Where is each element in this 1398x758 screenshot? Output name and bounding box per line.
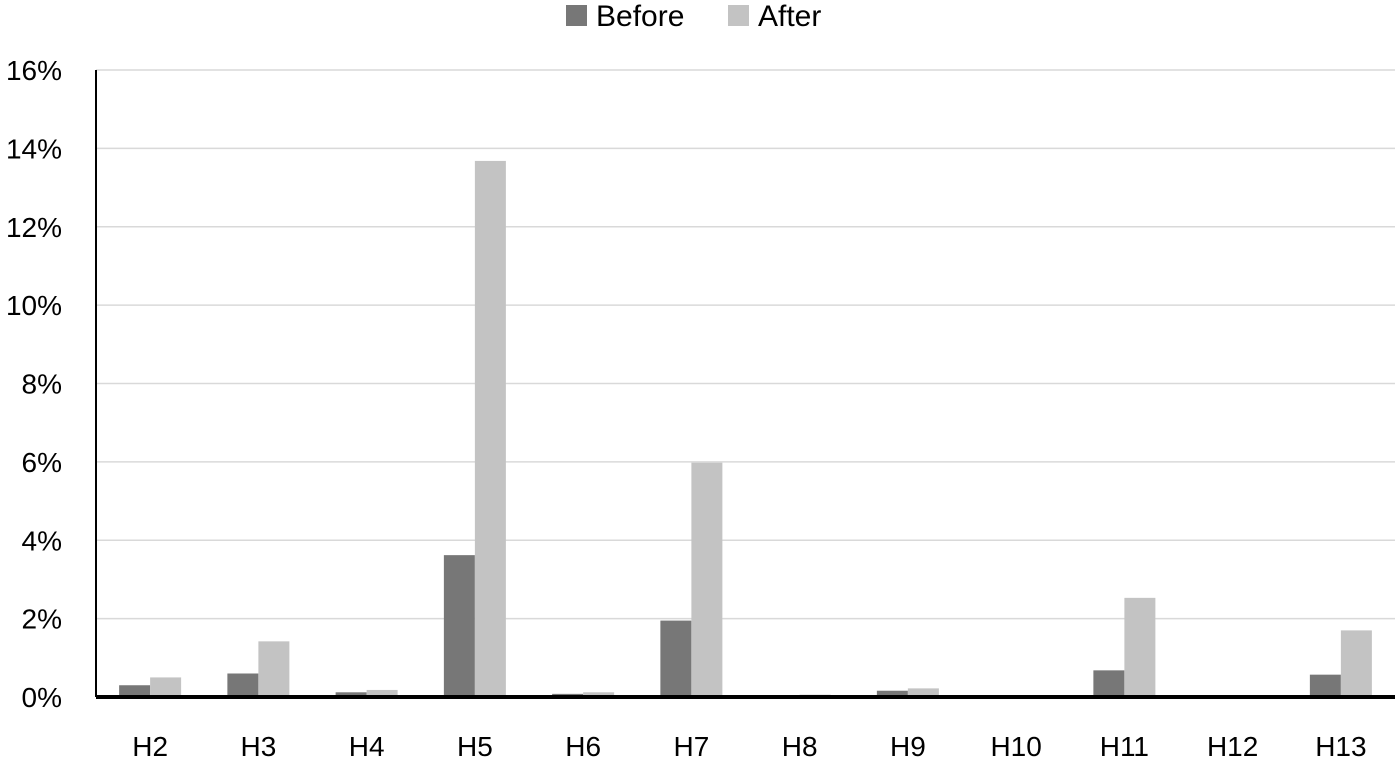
bar-before-h9 [876,690,908,697]
bars [119,160,1372,698]
y-axis: 0% 2% 4% 6% 8% 10% 12% 14% 16% [6,55,97,713]
y-tick-label: 8% [22,369,62,400]
bar-before-h2 [119,685,151,697]
x-axis: H2 H3 H4 H5 H6 H7 H8 H9 H10 H11 H12 H13 [96,695,1395,758]
y-tick-label: 4% [22,525,62,556]
bar-after-h2 [150,677,182,697]
bar-after-h5 [474,160,506,698]
bar-before-h13 [1309,674,1341,697]
x-tick-label: H8 [782,731,818,758]
y-tick-label: 12% [6,212,62,243]
y-tick-label: 16% [6,55,62,86]
legend-label: After [758,0,821,33]
y-tick-label: 6% [22,447,62,478]
x-tick-label: H10 [990,731,1041,758]
bar-after-h4 [366,689,398,697]
legend-label: Before [596,0,684,33]
y-tick-label: 0% [22,682,62,713]
y-tick-label: 2% [22,604,62,635]
y-tick-label: 10% [6,290,62,321]
x-tick-label: H12 [1207,731,1258,758]
legend-item-before: Before [566,0,684,33]
x-tick-label: H3 [240,731,276,758]
x-tick-label: H5 [457,731,493,758]
legend: Before After [566,0,821,33]
bar-after-h13 [1340,630,1372,697]
bar-before-h4 [335,692,367,697]
x-tick-label: H6 [565,731,601,758]
bar-before-h11 [1093,670,1125,697]
bar-after-h11 [1124,597,1156,697]
bar-before-h5 [443,555,475,697]
x-tick-label: H13 [1315,731,1366,758]
bar-before-h7 [660,620,692,697]
bar-after-h3 [258,641,290,697]
gridlines [96,69,1395,620]
legend-swatch [566,5,587,26]
bar-before-h3 [227,673,259,697]
x-tick-label: H4 [349,731,385,758]
x-tick-label: H9 [890,731,926,758]
legend-swatch [728,5,749,26]
x-tick-label: H11 [1100,731,1149,758]
y-tick-label: 14% [6,133,62,164]
bar-after-h7 [691,462,723,697]
legend-item-after: After [728,0,821,33]
x-tick-label: H7 [673,731,709,758]
x-tick-label: H2 [132,731,168,758]
bar-after-h9 [907,688,939,697]
bar-after-h6 [583,692,615,697]
